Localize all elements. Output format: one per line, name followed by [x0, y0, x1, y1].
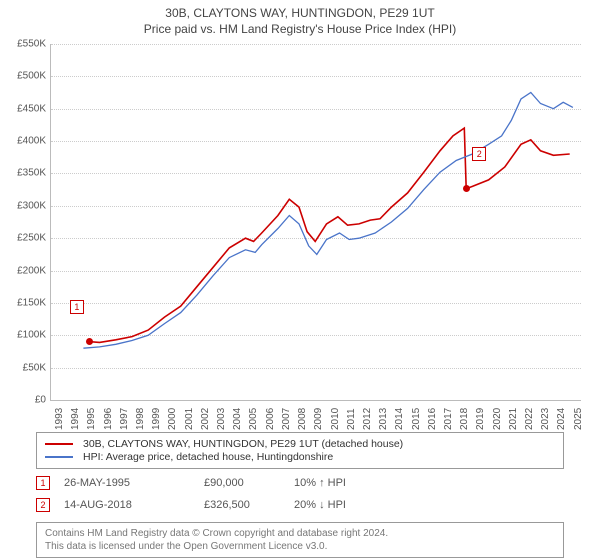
- x-axis-label: 2025: [573, 408, 584, 430]
- legend-row: HPI: Average price, detached house, Hunt…: [45, 451, 555, 463]
- x-axis-label: 2015: [411, 408, 422, 430]
- y-axis-label: £550K: [17, 39, 46, 50]
- y-axis-label: £250K: [17, 233, 46, 244]
- x-axis-label: 2006: [265, 408, 276, 430]
- sale-marker-icon: 1: [36, 476, 50, 490]
- x-axis-label: 1994: [70, 408, 81, 430]
- x-axis-label: 2020: [492, 408, 503, 430]
- sale-pct: 10% ↑ HPI: [294, 477, 414, 489]
- legend-swatch-1: [45, 443, 73, 445]
- x-axis-label: 2007: [281, 408, 292, 430]
- x-axis-label: 2019: [475, 408, 486, 430]
- footer-line-2: This data is licensed under the Open Gov…: [45, 540, 555, 553]
- y-axis-label: £300K: [17, 200, 46, 211]
- x-axis-label: 2011: [346, 408, 357, 430]
- legend-label-1: 30B, CLAYTONS WAY, HUNTINGDON, PE29 1UT …: [83, 438, 403, 450]
- y-axis-label: £0: [35, 395, 46, 406]
- sale-date: 26-MAY-1995: [64, 477, 204, 489]
- series-svg: [51, 44, 581, 400]
- x-axis-label: 2000: [167, 408, 178, 430]
- x-axis-label: 1995: [86, 408, 97, 430]
- chart-title: 30B, CLAYTONS WAY, HUNTINGDON, PE29 1UT: [0, 0, 600, 20]
- plot-area: 12: [50, 44, 581, 401]
- x-axis-label: 2016: [427, 408, 438, 430]
- marker-flag: 1: [70, 300, 84, 314]
- sale-marker-icon: 2: [36, 498, 50, 512]
- sale-row: 1 26-MAY-1995 £90,000 10% ↑ HPI: [36, 472, 414, 494]
- x-axis-label: 2001: [184, 408, 195, 430]
- sale-pct: 20% ↓ HPI: [294, 499, 414, 511]
- x-axis-label: 2005: [248, 408, 259, 430]
- legend-swatch-2: [45, 456, 73, 458]
- x-axis-label: 1999: [151, 408, 162, 430]
- marker-flag: 2: [472, 147, 486, 161]
- x-axis-label: 2002: [200, 408, 211, 430]
- legend-label-2: HPI: Average price, detached house, Hunt…: [83, 451, 333, 463]
- y-axis-label: £100K: [17, 330, 46, 341]
- sale-row: 2 14-AUG-2018 £326,500 20% ↓ HPI: [36, 494, 414, 516]
- x-axis-label: 2004: [232, 408, 243, 430]
- sale-date: 14-AUG-2018: [64, 499, 204, 511]
- x-axis-label: 2003: [216, 408, 227, 430]
- x-axis-label: 2012: [362, 408, 373, 430]
- y-axis-label: £150K: [17, 297, 46, 308]
- x-axis-label: 1997: [119, 408, 130, 430]
- series-hpi: [83, 93, 573, 349]
- footer-attribution: Contains HM Land Registry data © Crown c…: [36, 522, 564, 558]
- series-price_paid: [90, 128, 570, 342]
- x-axis-label: 1998: [135, 408, 146, 430]
- x-axis-label: 2013: [378, 408, 389, 430]
- marker-dot: [463, 185, 470, 192]
- y-axis-label: £200K: [17, 265, 46, 276]
- legend-box: 30B, CLAYTONS WAY, HUNTINGDON, PE29 1UT …: [36, 432, 564, 469]
- y-axis-label: £450K: [17, 103, 46, 114]
- x-axis-label: 1996: [103, 408, 114, 430]
- footer-line-1: Contains HM Land Registry data © Crown c…: [45, 527, 555, 540]
- y-axis-label: £350K: [17, 168, 46, 179]
- sale-price: £90,000: [204, 477, 294, 489]
- y-axis-label: £50K: [23, 362, 46, 373]
- x-axis-label: 2008: [297, 408, 308, 430]
- legend-row: 30B, CLAYTONS WAY, HUNTINGDON, PE29 1UT …: [45, 438, 555, 450]
- x-axis-label: 2010: [330, 408, 341, 430]
- x-axis-label: 2017: [443, 408, 454, 430]
- x-axis-label: 1993: [54, 408, 65, 430]
- x-axis-label: 2022: [524, 408, 535, 430]
- x-axis-label: 2014: [394, 408, 405, 430]
- sales-table: 1 26-MAY-1995 £90,000 10% ↑ HPI 2 14-AUG…: [36, 472, 414, 516]
- price-chart: 12 £0£50K£100K£150K£200K£250K£300K£350K£…: [50, 44, 580, 400]
- x-axis-label: 2024: [556, 408, 567, 430]
- x-axis-label: 2018: [459, 408, 470, 430]
- x-axis-label: 2023: [540, 408, 551, 430]
- chart-subtitle: Price paid vs. HM Land Registry's House …: [0, 20, 600, 40]
- sale-price: £326,500: [204, 499, 294, 511]
- x-axis-label: 2009: [313, 408, 324, 430]
- x-axis-label: 2021: [508, 408, 519, 430]
- y-axis-label: £500K: [17, 71, 46, 82]
- y-axis-label: £400K: [17, 136, 46, 147]
